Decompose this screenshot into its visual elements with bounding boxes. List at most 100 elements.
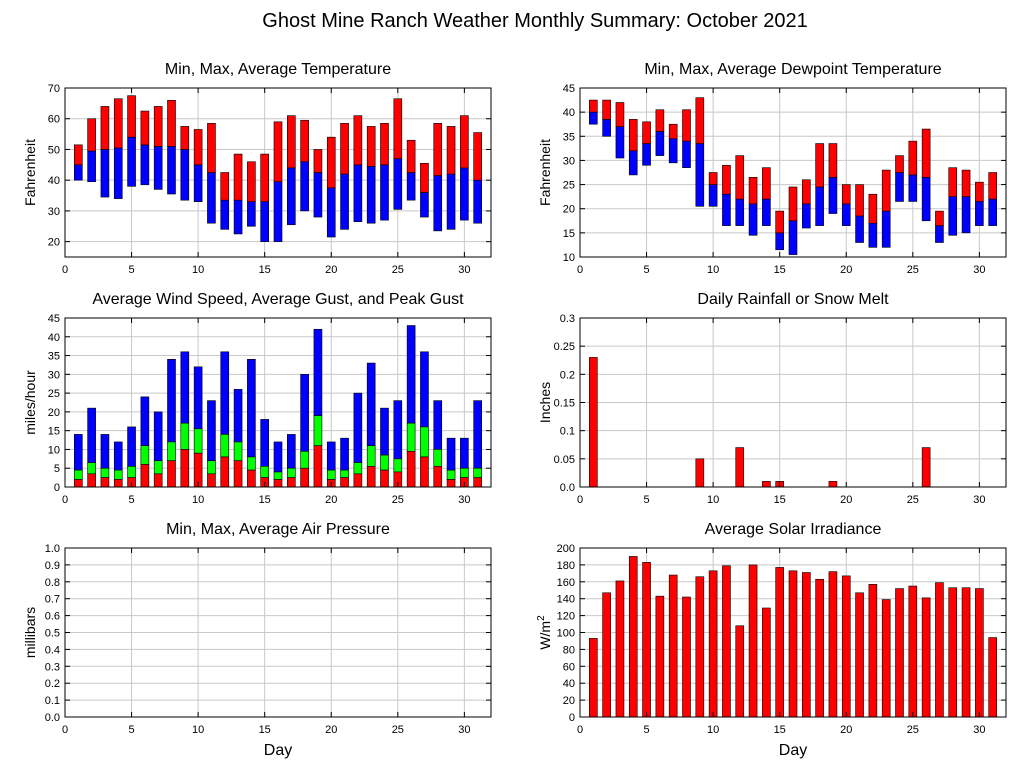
bar [762, 607, 771, 718]
bar-avg-to-max [100, 106, 110, 150]
bar-avg-to-max [247, 161, 256, 202]
bar-average-wind [220, 456, 230, 488]
bar-avg-to-max [975, 181, 984, 202]
x-tick-label: 15 [259, 494, 271, 506]
bar-min-to-avg [113, 147, 123, 199]
bar-average-wind [113, 479, 123, 488]
bar-avg-to-max [393, 98, 403, 159]
bar [802, 572, 811, 718]
bar-min-to-avg [393, 158, 403, 210]
bar-peak-gust [74, 434, 83, 471]
y-tick-label: 180 [557, 560, 575, 572]
bar [841, 575, 851, 718]
x-tick-label: 0 [62, 724, 68, 736]
bar-min-to-avg [167, 146, 176, 195]
bar-peak-gust [420, 351, 429, 428]
bar-average-gust [353, 462, 363, 475]
bar-avg-to-max [460, 115, 469, 169]
y-tick-label: 0.3 [560, 313, 575, 325]
bar-min-to-avg [708, 184, 718, 207]
chart-temperature: Min, Max, Average Temperature20304050607… [22, 61, 492, 276]
bar-average-gust [233, 441, 243, 462]
bar-min-to-avg [828, 177, 838, 214]
bar [881, 599, 891, 718]
bar-avg-to-max [788, 186, 798, 222]
y-tick-label: 0.25 [554, 341, 575, 353]
bar-average-wind [353, 473, 363, 488]
bar-average-gust [180, 422, 190, 450]
bar-min-to-avg [775, 232, 784, 251]
bar-average-wind [207, 473, 216, 488]
bar-average-gust [74, 469, 83, 480]
bar-average-gust [100, 467, 110, 478]
bar-average-gust [273, 471, 283, 480]
bar-min-to-avg [100, 149, 110, 198]
x-tick-label: 15 [774, 724, 786, 736]
bar-min-to-avg [602, 119, 611, 137]
y-tick-label: 10 [563, 252, 575, 264]
bar-avg-to-max [735, 155, 745, 200]
bar-min-to-avg [87, 150, 96, 183]
bar-peak-gust [287, 434, 296, 469]
y-tick-label: 0.1 [45, 695, 60, 707]
x-tick-label: 25 [392, 264, 404, 276]
bar-avg-to-max [895, 155, 904, 173]
x-tick-label: 10 [192, 724, 204, 736]
bar [708, 570, 718, 718]
bar-min-to-avg [406, 172, 416, 201]
bar-average-wind [287, 477, 296, 488]
y-tick-label: 35 [563, 131, 575, 143]
x-tick-label: 30 [973, 264, 985, 276]
y-tick-label: 30 [563, 155, 575, 167]
bar-peak-gust [460, 437, 469, 469]
bar-min-to-avg [420, 192, 429, 218]
bar-peak-gust [366, 362, 376, 446]
y-tick-label: 25 [563, 180, 575, 192]
bar-average-wind [366, 466, 376, 488]
charts-area: Min, Max, Average Temperature20304050607… [22, 61, 1007, 759]
bar-min-to-avg [695, 143, 705, 207]
bar-min-to-avg [207, 172, 216, 224]
bar-min-to-avg [642, 143, 651, 166]
y-tick-label: 0.2 [45, 678, 60, 690]
y-tick-label: 40 [563, 678, 575, 690]
bar [655, 595, 665, 718]
bar-min-to-avg [988, 198, 997, 226]
x-tick-label: 15 [259, 264, 271, 276]
x-tick-label: 0 [577, 724, 583, 736]
bar-avg-to-max [695, 97, 705, 144]
bar-avg-to-max [762, 167, 771, 200]
bar-min-to-avg [908, 174, 918, 202]
bar-average-wind [273, 479, 283, 488]
chart-title: Min, Max, Average Air Pressure [166, 521, 390, 538]
bar-peak-gust [220, 351, 230, 435]
bar [775, 567, 784, 718]
y-tick-label: 0.7 [45, 594, 60, 606]
chart-title: Daily Rainfall or Snow Melt [697, 291, 889, 308]
bar-min-to-avg [473, 179, 482, 224]
chart-rain: Daily Rainfall or Snow Melt 0.0 0.05 0.1 0.1… [537, 291, 1007, 506]
x-tick-label: 30 [458, 264, 470, 276]
bar-peak-gust [433, 400, 443, 450]
bar-peak-gust [260, 419, 269, 467]
bar-min-to-avg [313, 172, 323, 218]
y-axis-label: Inches [537, 382, 553, 423]
bar-peak-gust [393, 400, 403, 460]
bar-avg-to-max [802, 179, 811, 205]
x-tick-label: 0 [577, 494, 583, 506]
bar-average-gust [313, 415, 323, 446]
bar-avg-to-max [366, 126, 376, 167]
y-tick-label: 15 [563, 228, 575, 240]
y-tick-label: 30 [48, 369, 60, 381]
bar-average-wind [153, 473, 163, 488]
x-tick-label: 25 [907, 724, 919, 736]
bar-peak-gust [193, 366, 203, 430]
bar-average-wind [140, 464, 150, 488]
bar [642, 562, 651, 718]
bar [589, 638, 598, 718]
x-tick-label: 20 [840, 724, 852, 736]
bar-average-gust [87, 462, 96, 475]
bar-average-gust [220, 434, 230, 458]
bar-avg-to-max [313, 149, 323, 173]
bar-average-wind [167, 460, 176, 488]
